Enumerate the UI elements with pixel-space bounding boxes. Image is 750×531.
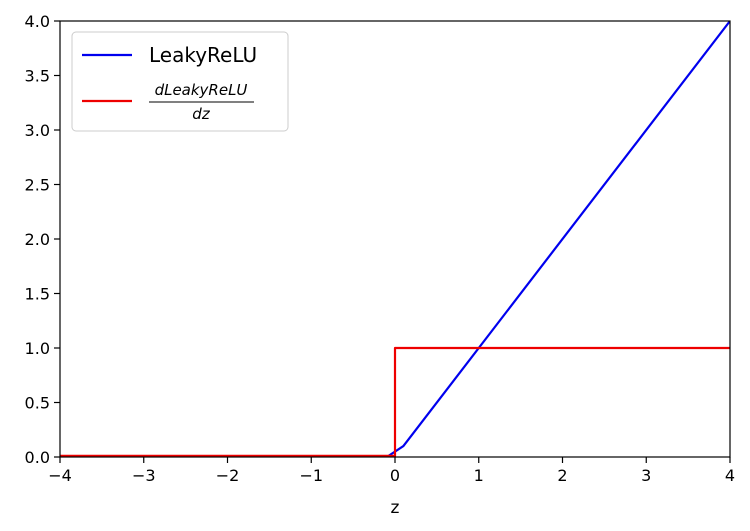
series-line-derivative xyxy=(60,346,730,457)
x-tick-label: −4 xyxy=(48,466,72,485)
x-tick-label: −1 xyxy=(299,466,323,485)
y-tick-label: 2.5 xyxy=(25,176,50,195)
legend-frame xyxy=(71,31,289,132)
y-tick-label: 1.5 xyxy=(25,285,50,304)
x-tick-label: −2 xyxy=(216,466,240,485)
y-tick-label: 0.5 xyxy=(25,394,50,413)
x-axis-label: z xyxy=(391,498,400,518)
y-tick-label: 2.0 xyxy=(25,230,50,249)
plot-frame xyxy=(59,20,731,458)
x-tick-label: −3 xyxy=(132,466,156,485)
y-tick-label: 4.0 xyxy=(25,12,50,31)
legend-label-leakyrelu: LeakyReLU xyxy=(149,43,257,67)
y-tick-label: 3.5 xyxy=(25,67,50,86)
legend-label-derivative-denominator: dz xyxy=(192,105,211,123)
series-group xyxy=(60,21,730,457)
y-tick-label: 0.0 xyxy=(25,448,50,467)
y-tick-label: 1.0 xyxy=(25,339,50,358)
x-tick-label: 0 xyxy=(390,466,400,485)
tick-group: −4 −3 −2 −1 0 1 2 3 4 0.0 0.5 1.0 1.5 2.0 2.5 3.0 3.5 4.0 xyxy=(25,12,736,485)
x-tick-label: 4 xyxy=(725,466,735,485)
x-tick-label: 3 xyxy=(641,466,651,485)
y-tick-label: 3.0 xyxy=(25,121,50,140)
legend: LeakyReLU dLeakyReLU dz xyxy=(71,31,289,132)
legend-label-derivative-numerator: dLeakyReLU xyxy=(155,81,248,99)
x-tick-label: 1 xyxy=(474,466,484,485)
x-tick-label: 2 xyxy=(557,466,567,485)
